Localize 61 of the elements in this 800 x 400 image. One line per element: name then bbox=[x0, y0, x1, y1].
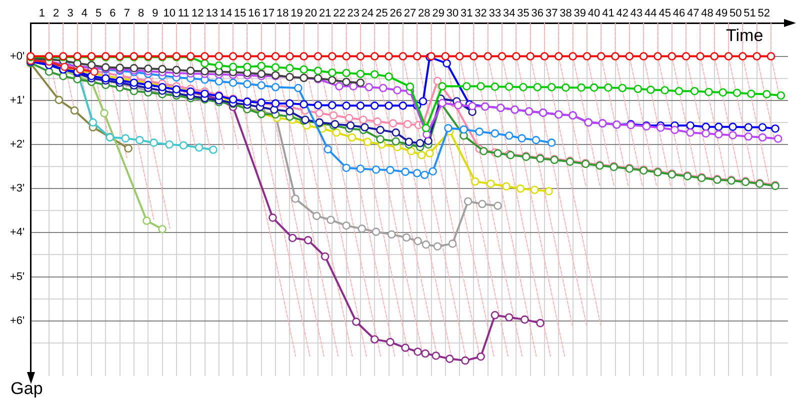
y-tick-label: +2' bbox=[10, 138, 25, 151]
y-tick-label: +1' bbox=[10, 94, 25, 106]
x-tick-label: 40 bbox=[588, 8, 600, 20]
x-tick-label: 45 bbox=[658, 8, 671, 20]
x-tick-label: 23 bbox=[347, 8, 360, 20]
y-axis-title: Gap bbox=[10, 379, 43, 398]
x-tick-label: 39 bbox=[574, 8, 586, 20]
x-tick-label: 11 bbox=[178, 8, 190, 20]
x-tick-label: 12 bbox=[192, 8, 204, 20]
x-tick-label: 41 bbox=[602, 8, 614, 20]
x-tick-label: 35 bbox=[517, 8, 530, 20]
x-tick-label: 18 bbox=[276, 8, 289, 20]
x-tick-label: 10 bbox=[163, 8, 176, 20]
x-tick-label: 9 bbox=[152, 8, 158, 20]
x-tick-label: 20 bbox=[304, 8, 318, 20]
x-axis-title: Time bbox=[726, 26, 764, 46]
x-tick-label: 32 bbox=[474, 8, 487, 20]
x-tick-label: 2 bbox=[53, 8, 60, 20]
x-tick-label: 21 bbox=[318, 8, 332, 20]
x-tick-label: 6 bbox=[110, 8, 116, 20]
x-tick-label: 8 bbox=[138, 8, 144, 20]
x-tick-label: 52 bbox=[758, 8, 770, 20]
x-tick-label: 42 bbox=[616, 8, 628, 20]
x-tick-label: 15 bbox=[234, 8, 246, 20]
x-tick-label: 49 bbox=[715, 8, 728, 20]
x-tick-label: 38 bbox=[560, 8, 572, 20]
x-tick-label: 47 bbox=[687, 8, 700, 20]
x-tick-label: 48 bbox=[701, 8, 714, 20]
x-tick-label: 19 bbox=[290, 8, 303, 20]
x-tick-label: 27 bbox=[404, 8, 416, 20]
x-tick-label: 25 bbox=[376, 8, 388, 20]
x-tick-label: 13 bbox=[206, 8, 218, 20]
x-tick-label: 30 bbox=[446, 8, 459, 20]
x-tick-label: 16 bbox=[248, 8, 260, 20]
x-tick-label: 50 bbox=[729, 8, 742, 20]
x-tick-label: 28 bbox=[418, 8, 430, 20]
x-tick-label: 4 bbox=[81, 8, 88, 20]
y-tick-label: +6' bbox=[10, 314, 25, 327]
y-tick-label: +3' bbox=[10, 182, 25, 195]
y-tick-label: +0' bbox=[10, 50, 25, 62]
x-tick-label: 17 bbox=[262, 8, 275, 20]
x-tick-label: 5 bbox=[96, 8, 102, 20]
x-tick-label: 43 bbox=[630, 8, 643, 20]
x-tick-label: 37 bbox=[545, 8, 558, 20]
x-tick-label: 33 bbox=[488, 8, 502, 20]
x-tick-label: 36 bbox=[531, 8, 544, 20]
x-tick-label: 7 bbox=[124, 8, 130, 20]
x-tick-label: 24 bbox=[361, 8, 374, 20]
x-tick-label: 1 bbox=[38, 8, 46, 20]
x-tick-label: 31 bbox=[460, 8, 473, 20]
x-tick-label: 26 bbox=[390, 8, 402, 20]
x-tick-label: 46 bbox=[672, 8, 686, 20]
x-tick-label: 34 bbox=[502, 8, 516, 20]
x-tick-label: 14 bbox=[220, 8, 232, 20]
x-tick-label: 51 bbox=[744, 8, 756, 20]
x-tick-label: 44 bbox=[644, 8, 657, 20]
x-tick-label: 22 bbox=[333, 8, 346, 20]
x-tick-label: 3 bbox=[67, 8, 74, 20]
y-tick-label: +5' bbox=[10, 270, 25, 283]
y-tick-label: +4' bbox=[10, 226, 25, 239]
x-tick-label: 29 bbox=[432, 8, 444, 20]
